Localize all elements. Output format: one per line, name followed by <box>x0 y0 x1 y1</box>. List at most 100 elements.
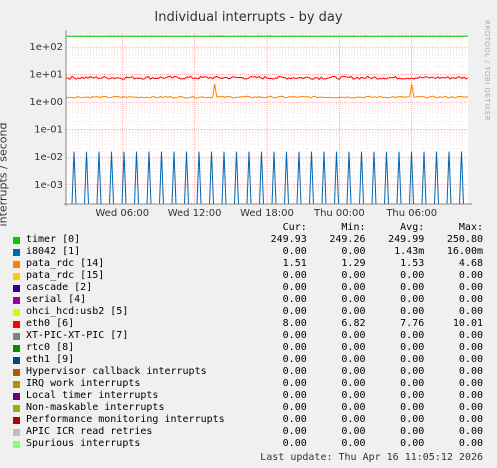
legend-max: 0.00 <box>458 270 483 281</box>
legend-min: 0.00 <box>341 426 366 437</box>
legend-item-label: Non-maskable interrupts <box>13 402 248 414</box>
legend-cur: 0.00 <box>282 282 307 293</box>
legend-avg: 0.00 <box>400 354 425 365</box>
legend-avg: 0.00 <box>400 438 425 449</box>
legend-max: 0.00 <box>458 426 483 437</box>
legend-item-label: Performance monitoring interrupts <box>13 414 248 426</box>
legend-cur: 1.51 <box>282 258 307 269</box>
legend-max: 0.00 <box>458 330 483 341</box>
legend: Cur: Min: Avg: Max: timer [0] 249.93 249.2… <box>13 222 483 450</box>
legend-series-name: timer [0] <box>26 234 81 245</box>
legend-min: 0.00 <box>341 438 366 449</box>
legend-row: XT-PIC-XT-PIC [7] 0.00 0.00 0.00 0.00 <box>13 330 483 342</box>
x-tick-label: Thu 06:00 <box>385 208 437 219</box>
legend-cur: 0.00 <box>282 438 307 449</box>
legend-avg: 0.00 <box>400 402 425 413</box>
legend-cur: 0.00 <box>282 366 307 377</box>
legend-header-avg: Avg: <box>400 222 425 233</box>
legend-avg: 0.00 <box>400 330 425 341</box>
last-update-text: Last update: Thu Apr 16 11:05:12 2026 <box>260 452 483 463</box>
legend-swatch <box>13 344 20 352</box>
legend-max: 0.00 <box>458 366 483 377</box>
legend-max: 0.00 <box>458 414 483 425</box>
legend-avg: 0.00 <box>400 294 425 305</box>
legend-swatch <box>13 392 20 400</box>
legend-row: i8042 [1] 0.00 0.00 1.43m 16.00m <box>13 246 483 258</box>
y-axis-label: interrupts / second <box>0 122 10 227</box>
legend-row: rtc0 [8] 0.00 0.00 0.00 0.00 <box>13 342 483 354</box>
legend-min: 0.00 <box>341 366 366 377</box>
legend-swatch <box>13 404 20 412</box>
legend-row: APIC ICR read retries 0.00 0.00 0.00 0.00 <box>13 426 483 438</box>
x-axis: Wed 06:00 Wed 12:00 Wed 18:00 Thu 00:00 Thu … <box>64 30 472 219</box>
legend-avg: 0.00 <box>400 378 425 389</box>
legend-min: 0.00 <box>341 378 366 389</box>
legend-cur: 8.00 <box>282 318 307 329</box>
legend-swatch <box>13 248 20 256</box>
legend-min: 0.00 <box>341 402 366 413</box>
legend-item-label: pata_rdc [15] <box>13 270 248 282</box>
legend-avg: 1.53 <box>400 258 425 269</box>
legend-series-name: pata_rdc [14] <box>26 258 105 269</box>
legend-min: 0.00 <box>341 354 366 365</box>
legend-swatch <box>13 236 20 244</box>
series-line-pata-rdc <box>65 83 469 99</box>
legend-series-name: cascade [2] <box>26 282 93 293</box>
x-tick-label: Wed 06:00 <box>95 208 149 219</box>
chart-plot: 1e+02 1e+01 1e+00 1e-01 1e-02 1e-03 Wed 06:00… <box>29 30 472 219</box>
legend-max: 250.80 <box>446 234 483 245</box>
x-tick-label: Wed 12:00 <box>168 208 222 219</box>
y-tick-label: 1e+00 <box>29 97 63 108</box>
legend-min: 0.00 <box>341 294 366 305</box>
legend-min: 0.00 <box>341 390 366 401</box>
legend-item-label: i8042 [1] <box>13 246 248 258</box>
legend-cur: 249.93 <box>270 234 307 245</box>
legend-min: 6.82 <box>341 318 366 329</box>
legend-header: Cur: Min: Avg: Max: <box>13 222 483 234</box>
y-axis: 1e+02 1e+01 1e+00 1e-01 1e-02 1e-03 <box>29 42 63 191</box>
legend-avg: 1.43m <box>394 246 425 257</box>
legend-min: 0.00 <box>341 342 366 353</box>
chart-title: Individual interrupts - by day <box>154 10 343 25</box>
legend-swatch <box>13 416 20 424</box>
legend-series-name: IRQ work interrupts <box>26 378 141 389</box>
legend-item-label: XT-PIC-XT-PIC [7] <box>13 330 248 342</box>
legend-row: eth1 [9] 0.00 0.00 0.00 0.00 <box>13 354 483 366</box>
legend-max: 0.00 <box>458 390 483 401</box>
legend-row: cascade [2] 0.00 0.00 0.00 0.00 <box>13 282 483 294</box>
legend-row: eth0 [6] 8.00 6.82 7.76 10.01 <box>13 318 483 330</box>
legend-avg: 0.00 <box>400 306 425 317</box>
legend-row: Hypervisor callback interrupts 0.00 0.00 0.… <box>13 366 483 378</box>
legend-avg: 7.76 <box>400 318 425 329</box>
x-tick-label: Wed 18:00 <box>240 208 294 219</box>
legend-series-name: XT-PIC-XT-PIC [7] <box>26 330 129 341</box>
legend-item-label: Spurious interrupts <box>13 438 248 450</box>
legend-swatch <box>13 320 20 328</box>
legend-series-name: serial [4] <box>26 294 87 305</box>
legend-item-label: Local timer interrupts <box>13 390 248 402</box>
legend-cur: 0.00 <box>282 426 307 437</box>
legend-avg: 0.00 <box>400 414 425 425</box>
legend-min: 0.00 <box>341 246 366 257</box>
legend-cur: 0.00 <box>282 402 307 413</box>
legend-cur: 0.00 <box>282 354 307 365</box>
legend-cur: 0.00 <box>282 246 307 257</box>
legend-item-label: pata_rdc [14] <box>13 258 248 270</box>
legend-cur: 0.00 <box>282 330 307 341</box>
legend-min: 0.00 <box>341 306 366 317</box>
legend-min: 249.26 <box>329 234 366 245</box>
legend-item-label: timer [0] <box>13 234 248 246</box>
legend-series-name: Local timer interrupts <box>26 390 159 401</box>
legend-avg: 0.00 <box>400 282 425 293</box>
series-line-eth0 <box>65 75 469 80</box>
legend-swatch <box>13 380 20 388</box>
legend-row: pata_rdc [15] 0.00 0.00 0.00 0.00 <box>13 270 483 282</box>
legend-avg: 0.00 <box>400 426 425 437</box>
legend-item-label: IRQ work interrupts <box>13 378 248 390</box>
legend-max: 0.00 <box>458 306 483 317</box>
legend-row: timer [0] 249.93 249.26 249.99 250.80 <box>13 234 483 246</box>
y-tick-label: 1e-02 <box>34 152 63 163</box>
legend-max: 0.00 <box>458 354 483 365</box>
legend-swatch <box>13 260 20 268</box>
legend-swatch <box>13 428 20 436</box>
